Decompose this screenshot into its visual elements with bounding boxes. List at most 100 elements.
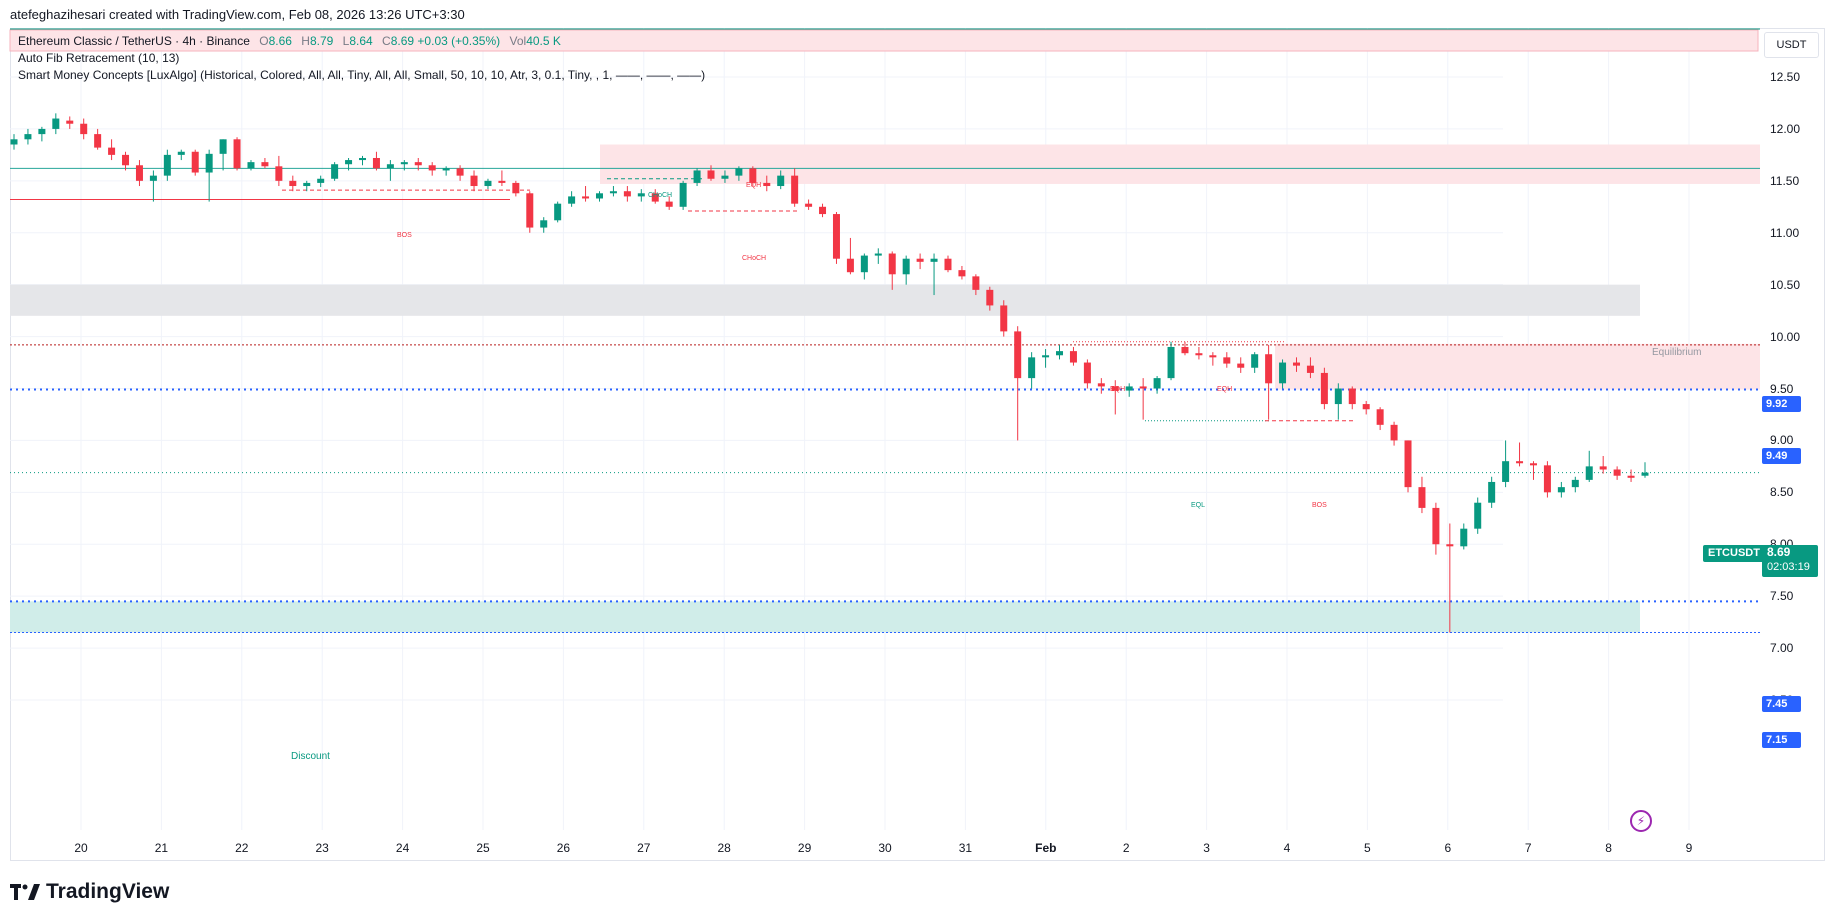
candle-body <box>1083 362 1091 384</box>
change-value: +0.03 (+0.35%) <box>417 34 501 48</box>
candle-body <box>1097 383 1105 387</box>
candle-body <box>233 139 241 169</box>
candle-body <box>1432 507 1440 545</box>
candle-body <box>554 203 562 221</box>
candle-body <box>345 160 353 165</box>
candle-body <box>1376 409 1384 425</box>
candle-body <box>1056 351 1064 356</box>
candle-body <box>191 151 199 173</box>
countdown: 02:03:19 <box>1767 561 1810 573</box>
candle-body <box>331 164 339 179</box>
candle-body <box>1014 331 1022 379</box>
candle-body <box>651 193 659 202</box>
legend-symbol[interactable]: Ethereum Classic / TetherUS · 4h · Binan… <box>18 34 250 48</box>
candle-body <box>972 276 980 290</box>
candle-body <box>1627 475 1635 478</box>
candle-body <box>1571 479 1579 488</box>
candle-body <box>595 193 603 199</box>
current-price-tag: 8.69 02:03:19 <box>1762 545 1818 577</box>
candle-body <box>1069 351 1077 363</box>
candle-series <box>10 113 1649 633</box>
low-label: L <box>342 34 350 48</box>
x-tick-label: 21 <box>154 841 169 855</box>
candle-body <box>707 170 715 179</box>
candle-body <box>805 203 813 207</box>
candle-body <box>637 193 645 197</box>
bos-label-2: BOS <box>1312 502 1327 509</box>
candle-body <box>247 162 255 169</box>
x-tick-label: 30 <box>878 841 892 855</box>
x-tick-label: 9 <box>1685 841 1693 855</box>
candle-body <box>205 153 213 173</box>
bos-label-1: BOS <box>397 232 412 239</box>
candle-body <box>1139 386 1147 389</box>
candle-body <box>721 175 729 179</box>
premium-top-band <box>9 29 1759 52</box>
candle-body <box>38 128 46 135</box>
candle-body <box>693 170 701 183</box>
candle-body <box>1167 346 1175 379</box>
y-tick-label: 12.00 <box>1770 121 1801 136</box>
candle-body <box>52 118 60 129</box>
bolt-icon[interactable]: ⚡ <box>1630 810 1652 832</box>
candle-body <box>916 258 924 262</box>
candle-body <box>582 196 590 199</box>
candle-body <box>317 178 325 183</box>
eql-label: EQL <box>1191 502 1206 509</box>
candle-body <box>1111 386 1119 391</box>
candle-body <box>874 253 882 256</box>
candle-body <box>122 154 130 166</box>
candle-body <box>930 258 938 262</box>
legend-indicator-smc[interactable]: Smart Money Concepts [LuxAlgo] (Historic… <box>18 68 706 82</box>
y-tick-label: 12.50 <box>1770 70 1801 84</box>
candle-body <box>958 270 966 277</box>
candle-body <box>1585 466 1593 480</box>
choch-label-2: CHoCH <box>742 255 767 262</box>
discount-label: Discount <box>291 751 330 762</box>
candle-body <box>289 180 297 187</box>
currency-button[interactable]: USDT <box>1764 32 1819 58</box>
credit-text: atefeghazihesari created with TradingVie… <box>10 7 465 22</box>
x-tick-label: 25 <box>476 841 490 855</box>
candle-body <box>526 193 534 228</box>
y-tick-label: 11.00 <box>1770 225 1800 240</box>
candle-body <box>1028 357 1036 379</box>
candle-body <box>1404 440 1412 488</box>
candle-body <box>359 157 367 161</box>
candle-body <box>94 134 102 148</box>
candle-body <box>303 182 311 187</box>
supply-zone-2 <box>1275 343 1760 390</box>
candle-body <box>749 168 757 183</box>
y-tick-label: 9.00 <box>1770 433 1794 448</box>
candle-body <box>400 162 408 165</box>
candle-body <box>428 165 436 171</box>
candle-body <box>1348 388 1356 405</box>
x-tick-label: 27 <box>637 841 651 855</box>
choch-label-1: CHoCH <box>648 192 673 199</box>
candle-body <box>442 168 450 171</box>
candle-body <box>1292 362 1300 366</box>
legend-indicator-fib[interactable]: Auto Fib Retracement (10, 13) <box>18 51 180 65</box>
x-tick-label: 29 <box>797 841 812 855</box>
legend-main: Ethereum Classic / TetherUS · 4h · Binan… <box>18 34 561 48</box>
candle-body <box>498 180 506 183</box>
high-value: 8.79 <box>309 34 334 48</box>
candle-body <box>470 175 478 187</box>
x-tick-label: 5 <box>1364 841 1371 855</box>
candle-body <box>456 168 464 176</box>
y-tick-label: 10.00 <box>1770 329 1801 344</box>
candle-body <box>24 134 32 140</box>
candle-body <box>1209 355 1217 358</box>
candle-body <box>902 258 910 275</box>
candle-body <box>80 123 88 135</box>
price-tag-715: 7.15 <box>1762 732 1801 748</box>
candle-body <box>1153 378 1161 389</box>
y-tick-label: 11.50 <box>1770 173 1800 188</box>
candle-body <box>944 258 952 271</box>
candle-body <box>1460 528 1468 547</box>
candle-body <box>763 182 771 187</box>
x-tick-label: 28 <box>717 841 731 855</box>
candle-body <box>1599 466 1607 470</box>
tradingview-logo[interactable]: TradingView <box>10 880 169 904</box>
